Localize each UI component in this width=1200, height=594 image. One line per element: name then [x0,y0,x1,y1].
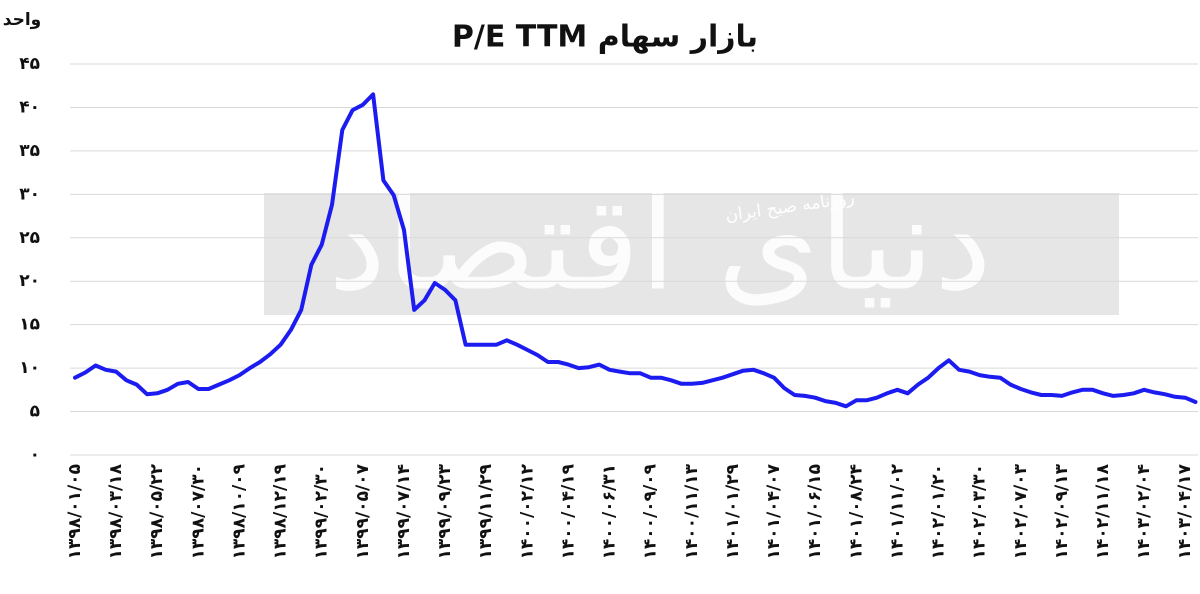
y-tick-label: ۱۰ [19,358,40,378]
y-tick-label: ۴۵ [19,54,40,74]
x-tick-label: ۱۴۰۲/۰۹/۱۳ [1052,463,1072,559]
x-tick-label: ۱۳۹۸/۱۰/۰۹ [229,463,249,559]
x-tick-label: ۱۳۹۸/۰۱/۰۵ [65,464,85,559]
x-tick-label: ۱۴۰۱/۰۸/۲۴ [846,464,866,559]
x-tick-label: ۱۴۰۱/۰۱/۲۹ [723,463,743,559]
y-tick-label: ۲۰ [19,271,40,291]
y-tick-label: ۴۰ [19,97,40,117]
x-tick-label: ۱۳۹۹/۰۹/۲۳ [435,463,455,559]
x-tick-label: ۱۴۰۰/۰۲/۱۲ [517,463,537,559]
x-tick-label: ۱۴۰۲/۰۷/۰۳ [1011,463,1031,559]
x-tick-label: ۱۳۹۸/۰۷/۳۰ [188,464,208,559]
y-tick-label: ۰ [30,445,40,465]
y-tick-label: ۱۵ [19,315,40,335]
x-tick-label: ۱۴۰۲/۰۳/۳۰ [970,464,990,559]
x-tick-label: ۱۴۰۰/۱۱/۱۳ [682,463,702,559]
line-series [73,92,1198,409]
x-tick-label: ۱۳۹۸/۰۳/۱۸ [106,463,126,559]
x-tick-label: ۱۴۰۱/۰۶/۱۵ [805,464,825,559]
y-tick-label: ۳۵ [19,141,40,161]
watermark: دنیای اقتصاد [328,168,992,320]
chart-title: P/E TTM بازار سهام [452,20,758,55]
x-tick-label: ۱۴۰۱/۰۴/۰۷ [764,463,784,559]
x-tick-label: ۱۳۹۹/۰۷/۱۴ [394,464,414,559]
x-tick-label: ۱۴۰۱/۱۱/۰۲ [887,463,907,559]
x-tick-label: ۱۳۹۸/۰۵/۲۲ [147,463,167,559]
y-tick-label: ۳۰ [19,184,40,204]
x-tick-label: ۱۴۰۳/۰۲/۰۴ [1134,464,1154,559]
x-tick-label: ۱۳۹۸/۱۲/۱۹ [271,463,291,559]
y-axis-label: واحد [3,10,41,30]
x-tick-label: ۱۴۰۰/۰۹/۰۹ [641,463,661,559]
y-tick-label: ۲۵ [19,228,40,248]
x-tick-label: ۱۳۹۹/۰۲/۳۰ [312,464,332,559]
x-tick-label: ۱۴۰۲/۱۱/۱۸ [1093,463,1113,559]
x-tick-label: ۱۴۰۰/۰۴/۱۹ [558,463,578,559]
x-tick-label: ۱۴۰۳/۰۴/۱۷ [1175,463,1195,559]
x-tick-label: ۱۳۹۹/۰۵/۰۷ [353,463,373,559]
x-tick-label: ۱۴۰۰/۰۶/۳۱ [600,464,620,559]
x-tick-label: ۱۴۰۲/۰۱/۲۰ [929,464,949,559]
y-tick-label: ۵ [30,402,40,422]
x-tick-label: ۱۳۹۹/۱۱/۲۹ [476,463,496,559]
